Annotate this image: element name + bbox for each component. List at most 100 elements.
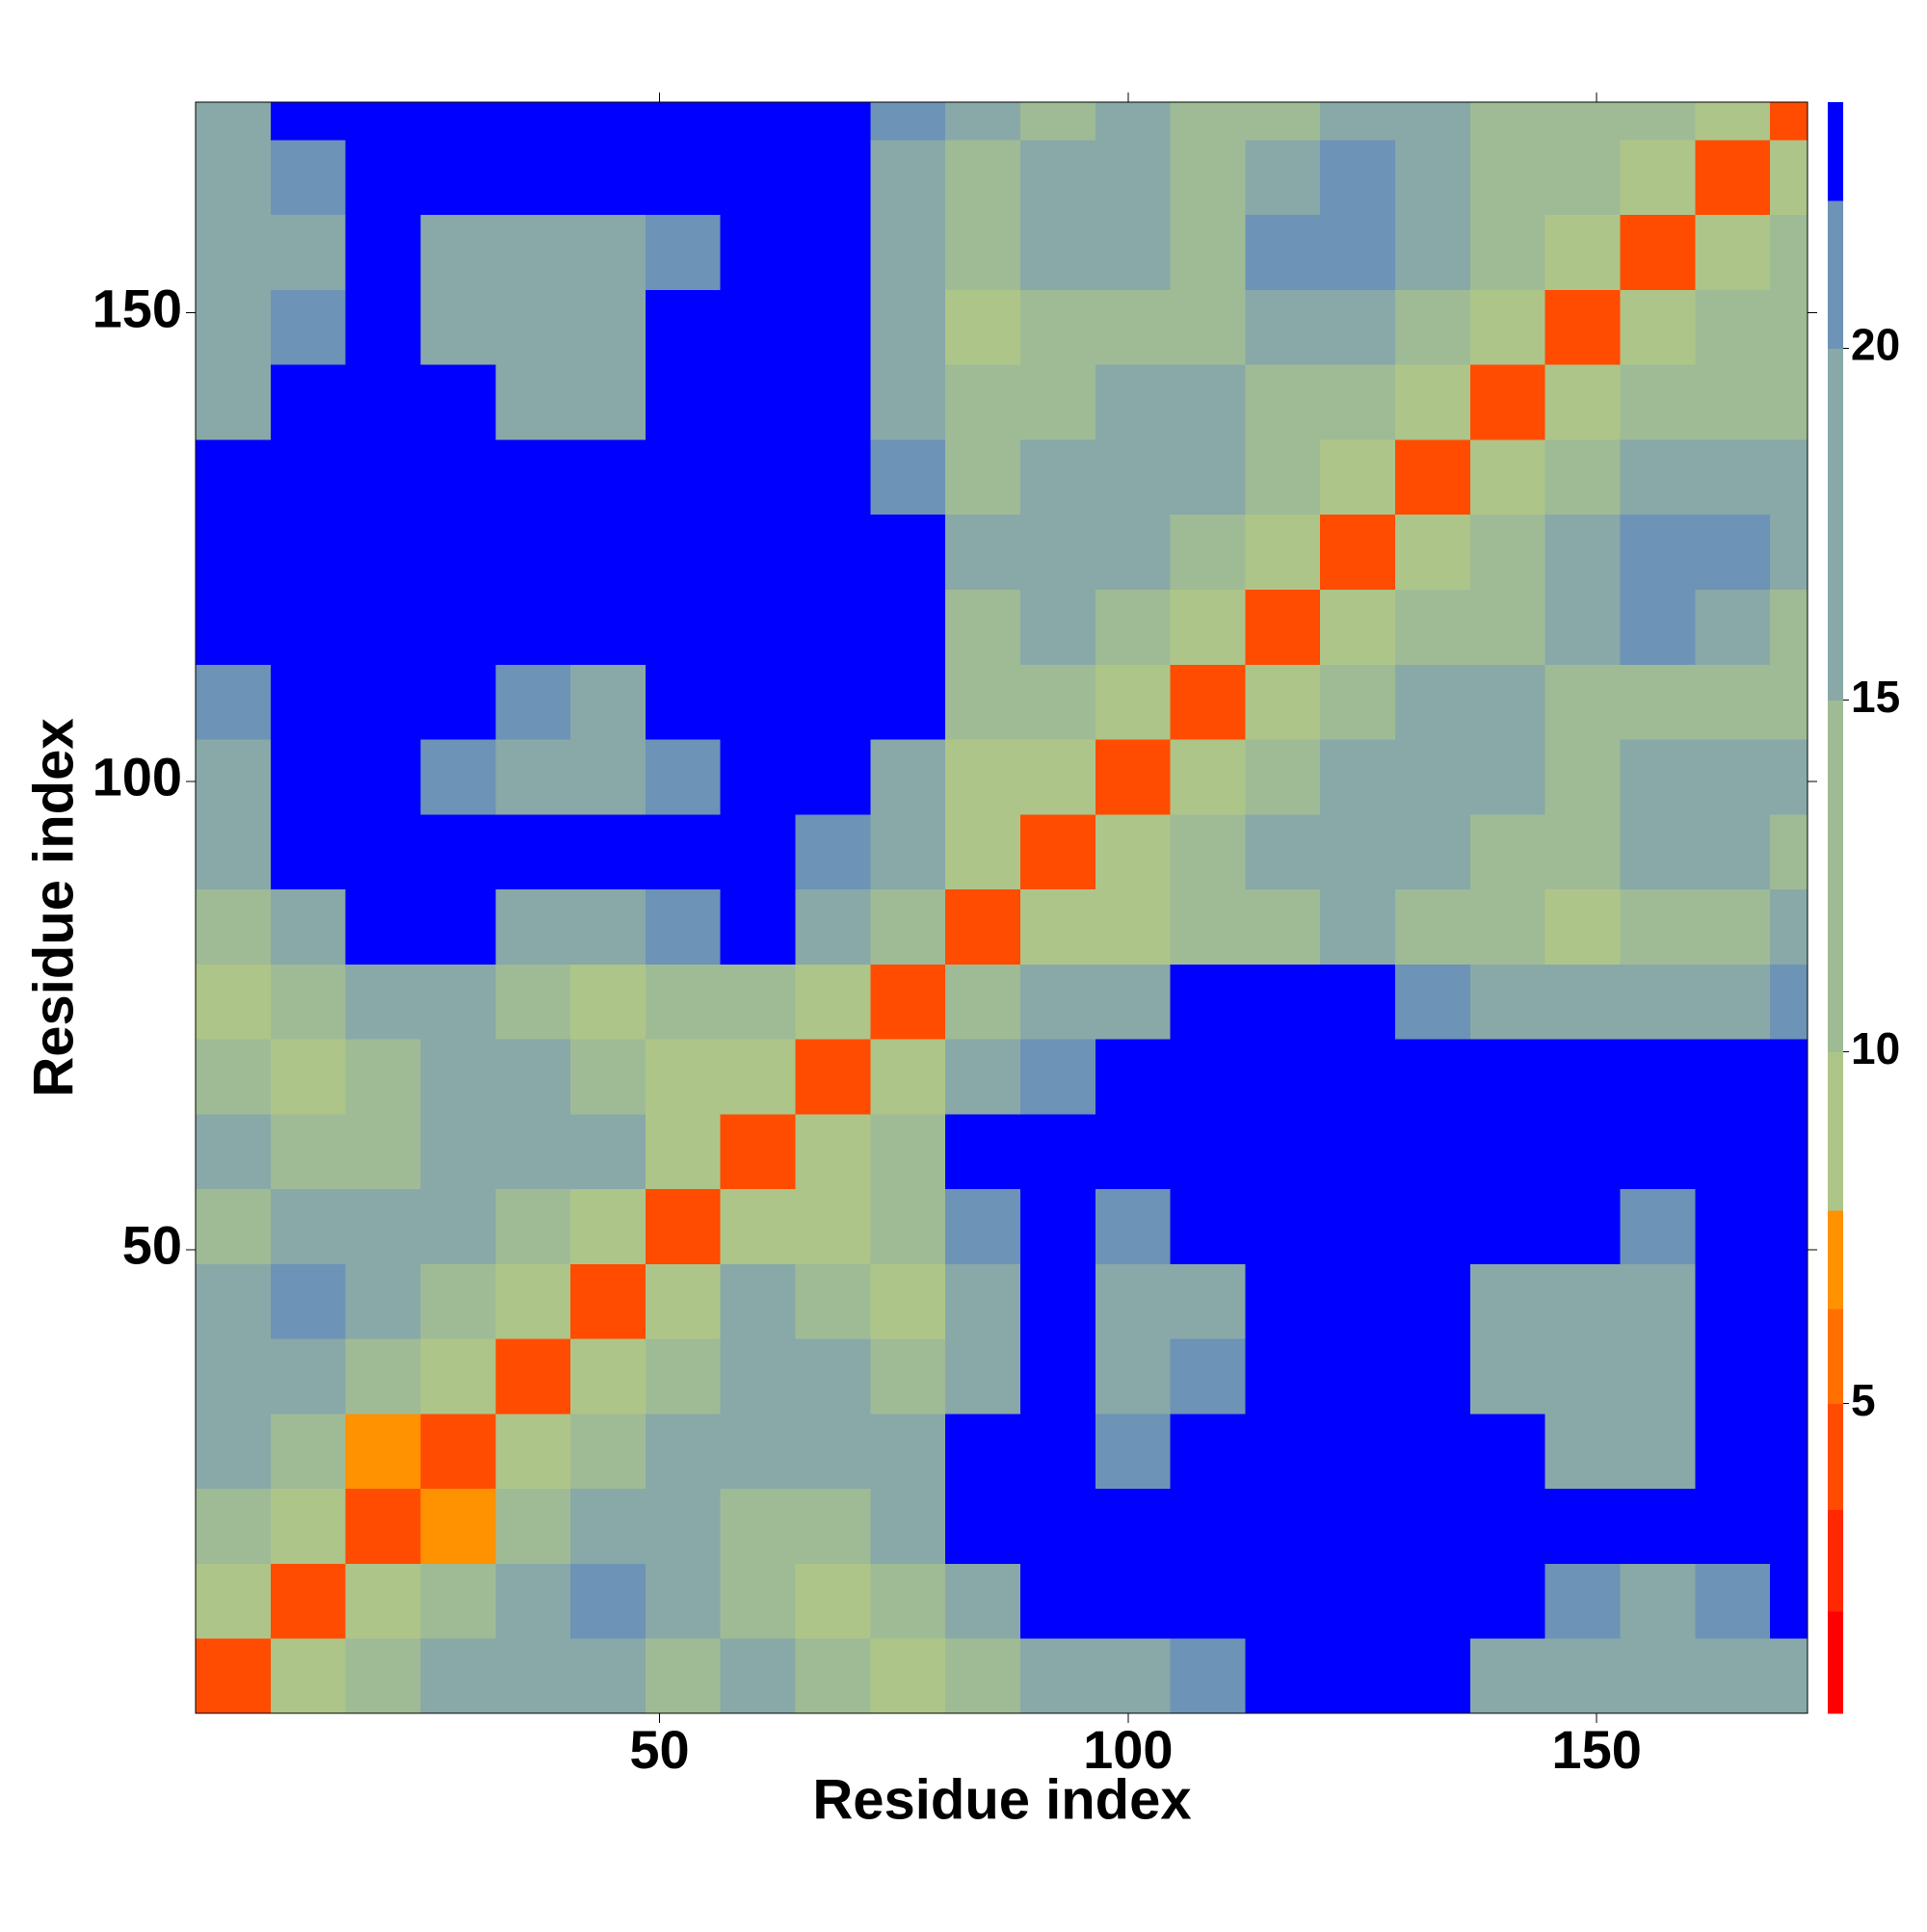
heatmap-cell xyxy=(270,1263,347,1339)
heatmap-cell xyxy=(1095,139,1172,216)
heatmap-cell xyxy=(945,664,1021,740)
heatmap-cell xyxy=(1019,1188,1096,1264)
heatmap-cell xyxy=(795,739,871,815)
heatmap-cell xyxy=(1170,664,1246,740)
heatmap-cell xyxy=(795,1263,871,1339)
heatmap-cell xyxy=(1170,102,1246,141)
heatmap-cell xyxy=(1695,1413,1771,1490)
heatmap-cell xyxy=(1620,214,1696,290)
heatmap-cell xyxy=(1469,888,1546,965)
heatmap-cell xyxy=(570,1563,647,1639)
heatmap-cell xyxy=(570,589,647,665)
heatmap-cell xyxy=(795,139,871,216)
heatmap-cell xyxy=(870,1488,946,1564)
heatmap-cell xyxy=(420,1039,496,1115)
heatmap-cell xyxy=(1770,813,1808,890)
heatmap-cell xyxy=(270,514,347,590)
heatmap-cell xyxy=(1395,813,1471,890)
heatmap-cell xyxy=(345,364,421,440)
heatmap-cell xyxy=(1620,664,1696,740)
heatmap-cell xyxy=(1770,214,1808,290)
heatmap-cell xyxy=(570,364,647,440)
heatmap-cell xyxy=(870,888,946,965)
heatmap-cell xyxy=(1320,1413,1396,1490)
heatmap-cell xyxy=(345,514,421,590)
heatmap-cell xyxy=(1395,1039,1471,1115)
heatmap-cell xyxy=(1620,1413,1696,1490)
heatmap-cell xyxy=(720,888,797,965)
heatmap-cell xyxy=(270,139,347,216)
heatmap-cell xyxy=(1770,739,1808,815)
heatmap-cell xyxy=(196,102,272,141)
heatmap-cell xyxy=(1620,1563,1696,1639)
x-tick-label: 50 xyxy=(629,1719,689,1780)
heatmap-cell xyxy=(1469,1488,1546,1564)
heatmap-cell xyxy=(345,1338,421,1415)
heatmap-cell xyxy=(1320,1188,1396,1264)
heatmap-cell xyxy=(870,813,946,890)
heatmap-cell xyxy=(1095,514,1172,590)
heatmap-cell xyxy=(1245,739,1321,815)
heatmap-cell xyxy=(1620,888,1696,965)
heatmap-cell xyxy=(420,964,496,1040)
heatmap-cell xyxy=(1320,964,1396,1040)
heatmap-cell xyxy=(795,1638,871,1714)
heatmap-cell xyxy=(945,1039,1021,1115)
heatmap-cell xyxy=(1095,1113,1172,1190)
heatmap-cell xyxy=(645,1113,722,1190)
heatmap-cell xyxy=(1019,1563,1096,1639)
heatmap-cell xyxy=(420,589,496,665)
plot-frame xyxy=(195,101,1808,1714)
colorbar-band xyxy=(1828,1209,1843,1310)
heatmap-cell xyxy=(196,1188,272,1264)
heatmap-cell xyxy=(1620,289,1696,365)
heatmap-cell xyxy=(1469,1563,1546,1639)
heatmap-cell xyxy=(196,739,272,815)
heatmap-cell xyxy=(720,514,797,590)
heatmap-cell xyxy=(1469,364,1546,440)
heatmap-cell xyxy=(945,514,1021,590)
heatmap-cell xyxy=(1019,813,1096,890)
heatmap-cell xyxy=(420,139,496,216)
heatmap-cell xyxy=(1245,813,1321,890)
heatmap-cell xyxy=(1695,1113,1771,1190)
heatmap-cell xyxy=(1019,739,1096,815)
heatmap-cell xyxy=(795,589,871,665)
heatmap-cell xyxy=(1095,1338,1172,1415)
heatmap-cell xyxy=(1095,438,1172,516)
heatmap-cell xyxy=(1620,589,1696,665)
heatmap-cell xyxy=(795,1413,871,1490)
heatmap-cell xyxy=(1170,438,1246,516)
heatmap-cell xyxy=(720,1188,797,1264)
heatmap-cell xyxy=(270,289,347,365)
heatmap-cell xyxy=(1019,1413,1096,1490)
heatmap-cell xyxy=(1170,514,1246,590)
heatmap-cell xyxy=(870,139,946,216)
heatmap-cell xyxy=(1320,589,1396,665)
heatmap-cell xyxy=(1395,1263,1471,1339)
heatmap-cell xyxy=(1544,1413,1621,1490)
heatmap-cell xyxy=(1245,1563,1321,1639)
heatmap-cell xyxy=(1620,1338,1696,1415)
heatmap-cell xyxy=(420,364,496,440)
heatmap-cell xyxy=(1095,102,1172,141)
heatmap-cell xyxy=(1095,1263,1172,1339)
heatmap-cell xyxy=(795,214,871,290)
heatmap-cell xyxy=(945,289,1021,365)
heatmap-cell xyxy=(196,1413,272,1490)
heatmap-cell xyxy=(720,589,797,665)
heatmap-cell xyxy=(495,438,571,516)
heatmap-cell xyxy=(870,1563,946,1639)
heatmap-cell xyxy=(1770,1338,1808,1415)
heatmap-cell xyxy=(570,1338,647,1415)
heatmap-cell xyxy=(795,289,871,365)
heatmap-cell xyxy=(795,438,871,516)
heatmap-cell xyxy=(1395,364,1471,440)
heatmap-cell xyxy=(570,1188,647,1264)
heatmap-cell xyxy=(570,289,647,365)
heatmap-cell xyxy=(495,1488,571,1564)
heatmap-cell xyxy=(945,589,1021,665)
heatmap-cell xyxy=(1695,1039,1771,1115)
heatmap-cell xyxy=(795,1188,871,1264)
heatmap-cell xyxy=(870,1188,946,1264)
